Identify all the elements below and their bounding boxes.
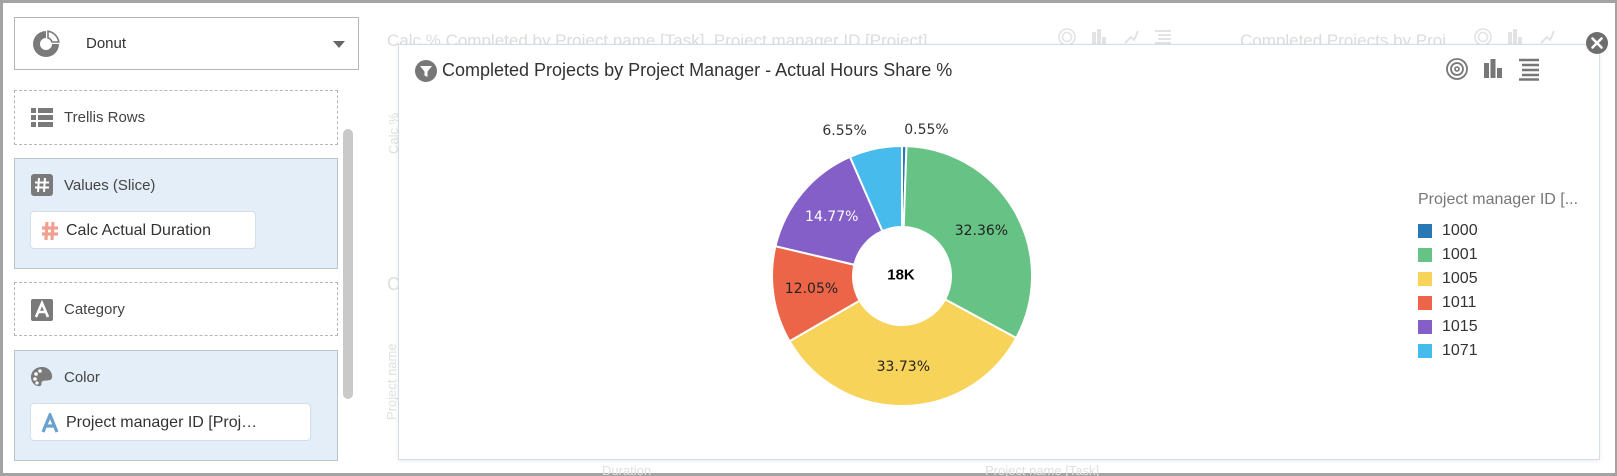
- background-x-axis-label: Duration: [602, 463, 652, 476]
- hash-icon: [42, 221, 58, 241]
- donut-chart-icon: [33, 30, 60, 57]
- donut-slice-1015[interactable]: [774, 155, 884, 266]
- chart-type-label: Donut: [86, 35, 127, 52]
- slice-label-1000: 0.55%: [904, 122, 949, 139]
- legend-swatch: [1418, 272, 1432, 286]
- chart-title: Completed Projects by Project Manager - …: [442, 60, 953, 80]
- slice-label-1005: 33.73%: [876, 359, 931, 376]
- background-chart-title-fragment: C: [387, 274, 400, 294]
- drop-zone-category[interactable]: Category: [14, 282, 338, 336]
- background-chart-toolbar-left: [1058, 28, 1172, 46]
- hash-icon: [31, 174, 53, 196]
- chart-toolbar: [1445, 57, 1541, 81]
- legend-swatch: [1418, 224, 1432, 238]
- bar-chart-icon: [1090, 28, 1108, 46]
- legend-item-1011[interactable]: 1011: [1418, 291, 1578, 315]
- legend-swatch: [1418, 344, 1432, 358]
- drop-zone-label: Trellis Rows: [64, 109, 146, 126]
- legend-swatch: [1418, 320, 1432, 334]
- legend-item-1001[interactable]: 1001: [1418, 243, 1578, 267]
- text-a-icon: [31, 299, 53, 321]
- bar-chart-icon[interactable]: [1481, 57, 1505, 81]
- list-rows-icon: [31, 108, 53, 127]
- target-icon[interactable]: [1445, 57, 1469, 81]
- drop-zone-values-slice[interactable]: Values (Slice) Calc Actual Duration: [14, 158, 338, 269]
- close-icon[interactable]: [1586, 32, 1608, 54]
- legend-label: 1011: [1442, 294, 1477, 311]
- legend-title: Project manager ID [...: [1418, 191, 1579, 208]
- background-x-axis-label: Project name [Task]: [985, 463, 1100, 476]
- list-icon: [1154, 28, 1172, 46]
- text-a-icon: [41, 413, 59, 433]
- expand-icon: [1538, 28, 1556, 46]
- legend-item-1071[interactable]: 1071: [1418, 339, 1578, 363]
- field-pill-label: Project manager ID [Proj…: [66, 414, 258, 431]
- field-pill-label: Calc Actual Duration: [66, 222, 211, 239]
- legend-item-1000[interactable]: 1000: [1418, 219, 1578, 243]
- legend-label: 1005: [1442, 270, 1478, 287]
- list-icon[interactable]: [1517, 57, 1541, 81]
- chart-type-dropdown[interactable]: Donut: [14, 17, 359, 70]
- drop-zone-label: Color: [64, 369, 100, 386]
- background-y-axis-label: Project name: [384, 343, 399, 420]
- drop-zone-color[interactable]: Color Project manager ID [Proj…: [14, 350, 338, 461]
- drop-zone-label: Category: [64, 301, 125, 318]
- legend-label: 1015: [1442, 318, 1478, 335]
- expand-icon: [1122, 28, 1140, 46]
- field-pill-project-manager-id[interactable]: Project manager ID [Proj…: [30, 403, 311, 441]
- legend-item-1015[interactable]: 1015: [1418, 315, 1578, 339]
- chevron-down-icon[interactable]: [333, 41, 345, 48]
- legend-item-1005[interactable]: 1005: [1418, 267, 1578, 291]
- legend-label: 1000: [1442, 222, 1478, 239]
- slice-label-1071: 6.55%: [822, 123, 867, 140]
- field-pill-calc-actual-duration[interactable]: Calc Actual Duration: [30, 211, 256, 249]
- slice-label-1011: 12.05%: [784, 281, 839, 298]
- legend-label: 1001: [1442, 246, 1478, 263]
- donut-slice-1071[interactable]: [848, 144, 903, 233]
- legend-swatch: [1418, 296, 1432, 310]
- panel-scrollbar[interactable]: [343, 129, 353, 399]
- drop-zone-label: Values (Slice): [64, 177, 156, 194]
- slice-label-1015: 14.77%: [805, 209, 859, 226]
- palette-icon: [31, 367, 53, 387]
- donut-center-total: 18K: [887, 266, 915, 284]
- donut-slice-1001[interactable]: [902, 145, 1033, 340]
- filter-icon[interactable]: [415, 60, 437, 82]
- donut-slice-1005[interactable]: [788, 297, 1018, 407]
- legend-swatch: [1418, 248, 1432, 262]
- chart-legend: Project manager ID [... 1000 1001 1005 1011…: [1418, 191, 1578, 363]
- bar-chart-icon: [1506, 28, 1524, 46]
- legend-label: 1071: [1442, 342, 1478, 359]
- slice-label-1001: 32.36%: [954, 222, 1009, 239]
- drop-zone-trellis-rows[interactable]: Trellis Rows: [14, 90, 338, 145]
